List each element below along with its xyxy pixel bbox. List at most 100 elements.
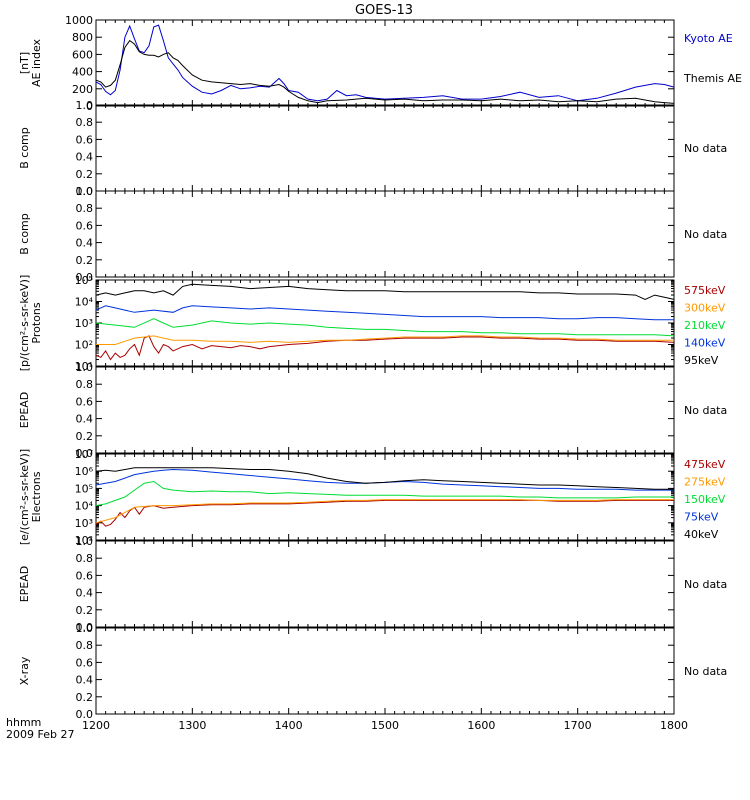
legend-entry: 75keV [684,511,719,524]
y-tick-label: 1.0 [76,361,94,374]
y-tick-label: 0.6 [76,569,94,582]
x-tick-label: 1600 [467,719,495,732]
panel-electrons: 10² 10³ 10⁴ 10⁵ 10⁶ 10⁷ Electrons[e/(cm²-s-sr-… [18,448,726,547]
panel-frame [95,627,675,715]
y-axis-label: [p/(cm²-s-sr-keV)] [18,275,31,372]
panel-epead1: 0.0 0.2 0.4 0.6 0.8 1.0 EPEAD No data [18,361,727,460]
no-data-label: No data [684,228,727,241]
x-tick-label: 1400 [275,719,303,732]
panel-bcomp1: 0.0 0.2 0.4 0.6 0.8 1.0 B comp No data [18,99,727,198]
y-axis-label: B comp [18,127,31,169]
legend-entry: 95keV [684,354,719,367]
y-tick-label: 400 [72,66,93,79]
legend-entry: 475keV [684,458,726,471]
series-line-575kev [95,335,675,361]
y-axis-label: Electrons [30,471,43,522]
y-tick-label: 200 [72,83,93,96]
series-line-kyoto-ae [95,24,675,102]
panel-frame [95,540,675,628]
series-line-275kev [95,499,674,524]
y-tick-label: 10¹ [75,360,93,373]
series-line-475kev [95,499,674,527]
panel-ae: 0 200 400 600 800 1000 AE index[nT] Kyoto AE The… [18,14,742,113]
y-tick-label: 0.8 [76,639,94,652]
series-line-themis-ae [95,39,675,104]
y-tick-label: 1.0 [76,535,94,548]
y-axis-label: AE index [30,38,43,87]
y-tick-label: 0.8 [76,552,94,565]
y-axis-label: Protons [30,302,43,343]
y-axis-label: [nT] [18,52,31,74]
series-line-95kev [95,283,675,300]
y-tick-label: 0.2 [76,168,94,181]
y-tick-label: 600 [72,48,93,61]
y-tick-label: 0.2 [76,604,94,617]
legend-entry: 150keV [684,493,726,506]
y-tick-label: 10⁵ [75,274,93,287]
y-tick-label: 10⁶ [75,465,94,478]
legend-entry: 575keV [684,284,726,297]
y-tick-label: 0.8 [76,378,94,391]
y-tick-label: 0.0 [76,447,94,460]
legend-entry: 40keV [684,528,719,541]
y-tick-label: 1.0 [76,622,94,635]
x-tick-label: 1300 [178,719,206,732]
panel-frame [95,453,675,541]
y-axis-label: [e/(cm²-s-sr-keV)] [18,449,31,545]
panel-frame [95,190,675,278]
x-axis-date: 2009 Feb 27 [6,728,74,741]
y-tick-label: 0.8 [76,202,94,215]
y-tick-label: 1.0 [76,99,94,112]
y-tick-label: 0.0 [76,185,94,198]
y-tick-label: 0.0 [76,271,94,284]
x-axis-label: hhmm [6,716,41,729]
x-tick-label: 1200 [82,719,110,732]
legend-entry: 140keV [684,337,726,350]
y-tick-label: 10² [75,534,93,547]
panel-frame [95,366,675,454]
y-tick-label: 10⁵ [75,482,93,495]
legend-entry: Kyoto AE [684,32,733,45]
y-tick-label: 0.6 [76,656,94,669]
x-tick-label: 1500 [371,719,399,732]
y-tick-label: 0.2 [76,254,94,267]
y-tick-label: 0.0 [76,708,94,721]
series-line-210kev [95,318,675,337]
series-line-300kev [96,335,674,345]
panel-frame [95,19,675,107]
x-tick-label: 1700 [564,719,592,732]
panel-epead2: 0.0 0.2 0.4 0.6 0.8 1.0 EPEAD No data [18,535,727,634]
panel-frame [95,104,675,192]
y-tick-label: 0.6 [76,219,94,232]
y-tick-label: 10² [75,339,93,352]
y-axis-label: EPEAD [18,392,31,429]
panels: 0 200 400 600 800 1000 AE index[nT] Kyoto AE The… [18,14,742,721]
panel-bcomp2: 0.0 0.2 0.4 0.6 0.8 1.0 B comp No data [18,185,727,284]
series-line-140kev [95,305,674,321]
y-tick-label: 1000 [65,14,93,27]
y-tick-label: 10³ [75,317,93,330]
y-axis-label: B comp [18,213,31,255]
series-line-75kev [95,468,674,491]
y-tick-label: 0.8 [76,116,94,129]
x-tick-label: 1800 [660,719,688,732]
y-tick-label: 0.4 [76,674,94,687]
y-tick-label: 1.0 [76,185,94,198]
legend-entry: 300keV [684,302,726,315]
plot-title: GOES-13 [355,3,413,18]
y-tick-label: 0.0 [76,621,94,634]
y-tick-label: 0.4 [76,151,94,164]
y-tick-label: 10⁴ [75,500,94,513]
y-tick-label: 10⁴ [75,296,94,309]
y-tick-label: 0 [86,100,93,113]
y-tick-label: 0.6 [76,395,94,408]
no-data-label: No data [684,404,727,417]
y-tick-label: 0.2 [76,691,94,704]
y-tick-label: 0.2 [76,430,94,443]
y-tick-label: 0.4 [76,413,94,426]
panel-xray: 0.0 0.2 0.4 0.6 0.8 1.0 X-ray No data [18,622,727,721]
series-line-150kev [95,480,674,507]
y-axis-label: EPEAD [18,566,31,603]
